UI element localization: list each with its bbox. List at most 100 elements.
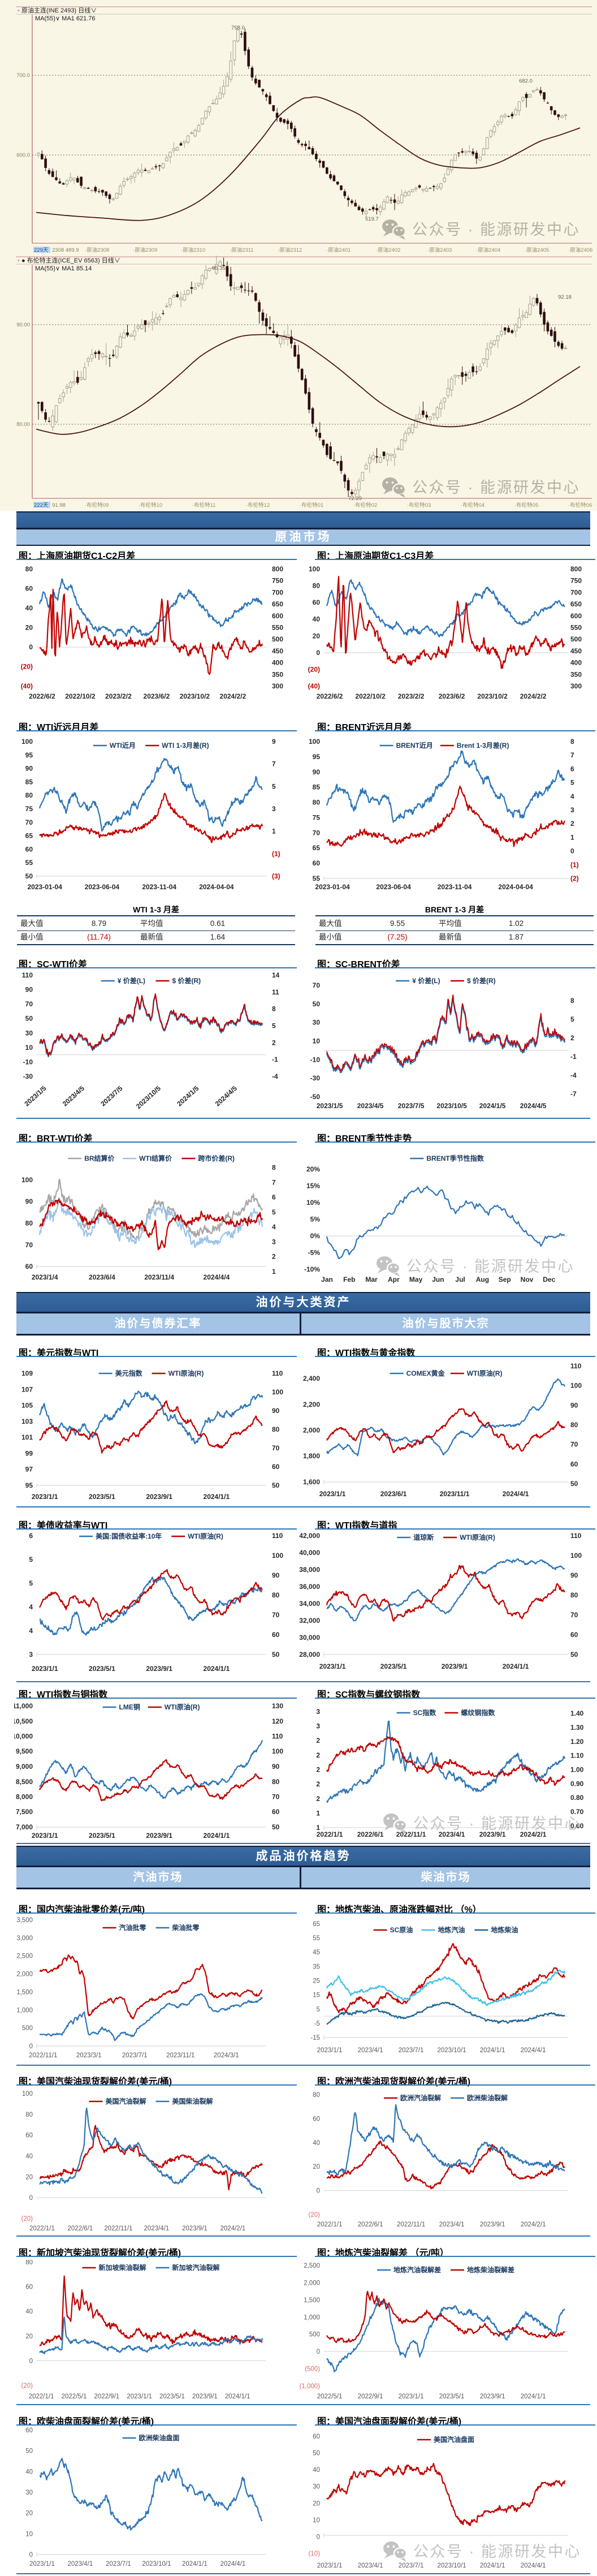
svg-text:0: 0: [316, 649, 320, 657]
svg-text:·布伦特11: ·布伦特11: [192, 502, 216, 509]
svg-text:Dec: Dec: [543, 1276, 555, 1283]
svg-text:道琼斯: 道琼斯: [413, 1533, 434, 1541]
svg-text:100: 100: [570, 1382, 582, 1390]
svg-text:3: 3: [316, 1722, 320, 1730]
svg-text:758.0: 758.0: [231, 25, 245, 31]
svg-text:2024/2/1: 2024/2/1: [520, 1830, 547, 1838]
svg-text:2023/1/1: 2023/1/1: [32, 1493, 58, 1501]
svg-text:公众号 · 能源研发中心: 公众号 · 能源研发中心: [412, 479, 580, 496]
svg-text:32,000: 32,000: [299, 1617, 320, 1625]
svg-text:2024/1/1: 2024/1/1: [480, 2047, 505, 2054]
svg-text:1.40: 1.40: [570, 1709, 584, 1717]
svg-text:20: 20: [25, 624, 33, 632]
svg-text:38,000: 38,000: [299, 1566, 320, 1574]
svg-text:5: 5: [29, 1579, 33, 1587]
svg-text:110: 110: [272, 1532, 283, 1540]
svg-text:3: 3: [570, 806, 574, 814]
svg-text:5: 5: [29, 1556, 33, 1563]
svg-text:2023/6/1: 2023/6/1: [380, 1490, 407, 1498]
svg-text:·布伦特02: ·布伦特02: [353, 502, 377, 509]
svg-text:8: 8: [272, 1005, 276, 1013]
svg-text:-10%: -10%: [304, 1265, 320, 1273]
svg-text:100: 100: [272, 1388, 283, 1396]
svg-text:2024-04-04: 2024-04-04: [199, 883, 234, 891]
svg-text:2023/1/1: 2023/1/1: [319, 1490, 346, 1498]
svg-text:·原油2406: ·原油2406: [568, 247, 592, 253]
svg-text:350: 350: [570, 670, 582, 678]
svg-text:新加坡柴油裂解: 新加坡柴油裂解: [99, 2263, 146, 2272]
svg-text:110: 110: [570, 1532, 582, 1540]
svg-text:8: 8: [570, 997, 574, 1005]
svg-text:3,500: 3,500: [16, 1917, 33, 1924]
svg-text:0: 0: [29, 2195, 33, 2202]
svg-text:120: 120: [272, 1717, 283, 1725]
svg-text:75: 75: [313, 813, 321, 821]
svg-text:2023/1/5: 2023/1/5: [317, 1102, 343, 1110]
svg-text:2: 2: [316, 1737, 320, 1744]
svg-text:2022/5/1: 2022/5/1: [317, 2393, 343, 2400]
svg-text:40,000: 40,000: [299, 1549, 320, 1557]
svg-text:$ 价差(R): $ 价差(R): [172, 976, 201, 985]
svg-text:650: 650: [570, 600, 582, 608]
svg-text:5: 5: [570, 1015, 574, 1023]
svg-text:WTI原油(R): WTI原油(R): [165, 1703, 200, 1711]
svg-text:¥ 价差(L): ¥ 价差(L): [118, 976, 145, 985]
svg-text:70: 70: [25, 1000, 33, 1008]
svg-text:50: 50: [272, 1823, 280, 1831]
svg-text:0: 0: [570, 847, 574, 855]
svg-text:40: 40: [25, 604, 33, 612]
svg-text:103: 103: [21, 1418, 33, 1425]
svg-text:10: 10: [25, 1044, 33, 1052]
svg-text:2022/11/1: 2022/11/1: [397, 2221, 425, 2228]
svg-text:Brent 1-3月差(R): Brent 1-3月差(R): [457, 741, 509, 749]
svg-text:28,000: 28,000: [299, 1651, 320, 1659]
svg-text:2023/4/1: 2023/4/1: [439, 1830, 465, 1838]
svg-text:2022/10/2: 2022/10/2: [65, 692, 96, 700]
svg-text:25: 25: [313, 1978, 320, 1985]
svg-text:40: 40: [313, 615, 321, 623]
svg-text:80: 80: [25, 2112, 33, 2118]
svg-text:4: 4: [29, 1627, 33, 1635]
svg-text:Jul: Jul: [455, 1276, 465, 1283]
svg-text:20: 20: [313, 2164, 320, 2170]
svg-text:2024/4/1: 2024/4/1: [503, 1490, 529, 1498]
svg-text:50: 50: [570, 1480, 578, 1488]
svg-text:36,000: 36,000: [299, 1583, 320, 1591]
svg-text:WTI原油(R): WTI原油(R): [188, 1532, 223, 1540]
svg-text:公众号 · 能源研发中心: 公众号 · 能源研发中心: [413, 2543, 581, 2560]
svg-text:5: 5: [317, 2006, 320, 2013]
svg-text:0%: 0%: [310, 1232, 321, 1240]
svg-text:1: 1: [316, 1824, 320, 1832]
svg-text:600: 600: [272, 612, 283, 620]
svg-text:3: 3: [272, 805, 276, 813]
svg-text:90: 90: [570, 1401, 578, 1409]
svg-text:90: 90: [25, 765, 33, 773]
svg-text:·布伦特01: ·布伦特01: [300, 502, 323, 509]
svg-text:6: 6: [570, 765, 574, 773]
svg-text:·布伦特03: ·布伦特03: [407, 502, 431, 509]
svg-text:2023/5/1: 2023/5/1: [89, 1493, 115, 1501]
svg-text:519.7: 519.7: [365, 216, 379, 222]
svg-text:40: 40: [25, 2469, 33, 2475]
svg-text:10%: 10%: [306, 1199, 320, 1207]
svg-text:20: 20: [25, 2510, 33, 2517]
svg-text:2023-11-04: 2023-11-04: [142, 883, 176, 891]
svg-text:2: 2: [570, 1034, 574, 1042]
svg-text:107: 107: [21, 1385, 33, 1393]
svg-text:20: 20: [313, 632, 321, 640]
svg-text:2023/9/1: 2023/9/1: [182, 2225, 207, 2232]
svg-text:·原油2312: ·原油2312: [278, 247, 302, 253]
svg-text:2024/2/1: 2024/2/1: [220, 2225, 246, 2232]
svg-text:2023-01-04: 2023-01-04: [315, 883, 350, 891]
svg-text:2023/7/1: 2023/7/1: [399, 2047, 424, 2054]
svg-text:8,000: 8,000: [16, 1793, 33, 1801]
svg-text:100: 100: [22, 2091, 33, 2097]
svg-text:91.98: 91.98: [52, 502, 66, 509]
svg-text:(20): (20): [309, 2212, 321, 2219]
svg-text:70: 70: [272, 1793, 280, 1801]
svg-text:50: 50: [25, 2448, 33, 2455]
svg-text:2023/9/1: 2023/9/1: [442, 1662, 468, 1670]
svg-text:229天: 229天: [34, 247, 49, 253]
svg-text:300: 300: [272, 682, 283, 690]
svg-text:500: 500: [22, 2025, 33, 2032]
